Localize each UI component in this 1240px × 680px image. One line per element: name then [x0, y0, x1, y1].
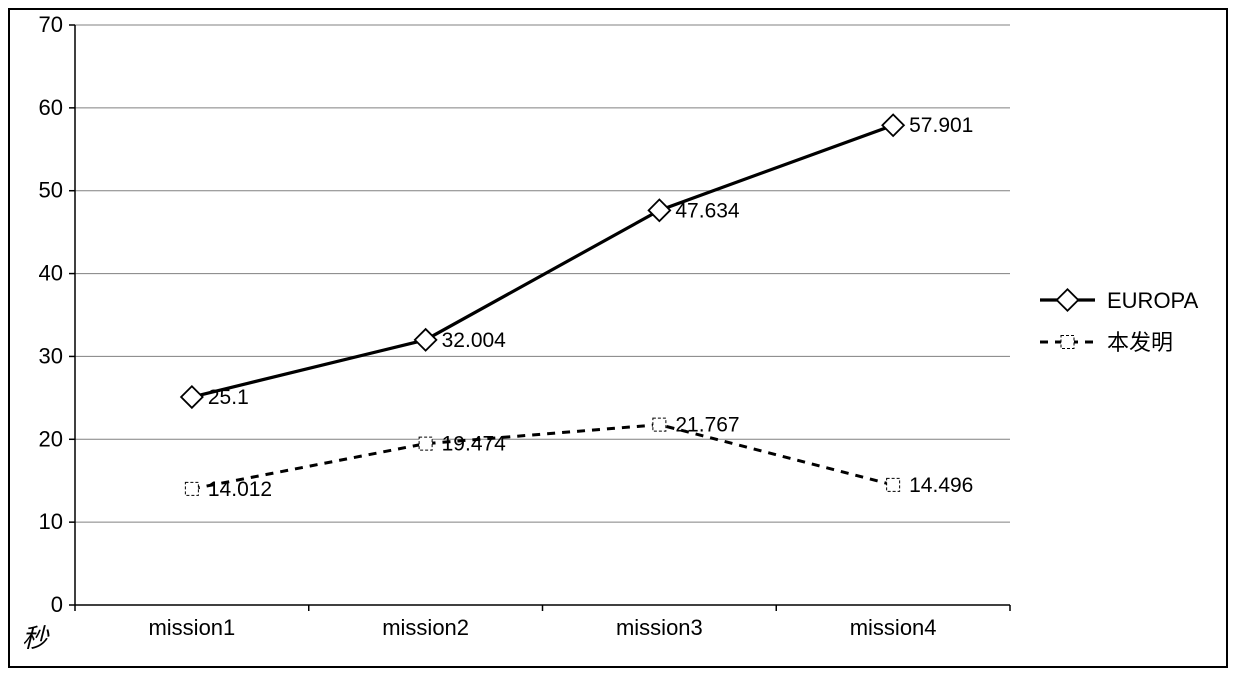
y-tick-label: 50 — [39, 178, 63, 203]
x-category-label: mission2 — [382, 615, 469, 640]
series-marker-europa — [415, 329, 437, 351]
y-tick-label: 70 — [39, 12, 63, 37]
series-marker-europa — [181, 386, 203, 408]
series-marker-europa — [882, 114, 904, 136]
y-axis-unit-label: 秒 — [22, 623, 50, 653]
data-label-europa: 32.004 — [442, 329, 507, 352]
y-tick-label: 30 — [39, 343, 63, 368]
data-label-invention: 19.474 — [442, 433, 507, 456]
legend-label: 本发明 — [1107, 330, 1173, 355]
x-category-label: mission4 — [850, 615, 937, 640]
series-marker-invention — [887, 478, 900, 491]
data-label-europa: 57.901 — [909, 114, 973, 137]
data-label-invention: 14.496 — [909, 474, 973, 497]
data-label-invention: 21.767 — [675, 414, 739, 437]
data-label-europa: 47.634 — [675, 199, 740, 222]
y-tick-label: 60 — [39, 95, 63, 120]
series-marker-invention — [419, 437, 432, 450]
y-tick-label: 20 — [39, 426, 63, 451]
series-marker-invention — [653, 418, 666, 431]
data-label-europa: 25.1 — [208, 386, 249, 409]
y-tick-label: 40 — [39, 261, 63, 286]
series-marker-invention — [185, 482, 198, 495]
series-line-invention — [192, 425, 893, 489]
chart-frame: 0 10 20 30 40 50 60 70 mission1 mission2 mission3 m… — [8, 8, 1228, 668]
y-tick-label: 0 — [51, 592, 63, 617]
line-chart: 0 10 20 30 40 50 60 70 mission1 mission2 mission3 m… — [10, 10, 1226, 666]
x-category-label: mission3 — [616, 615, 703, 640]
legend-label: EUROPA — [1107, 288, 1199, 313]
y-tick-label: 10 — [39, 509, 63, 534]
x-category-label: mission1 — [148, 615, 235, 640]
series-marker-europa — [649, 200, 671, 222]
data-label-invention: 14.012 — [208, 478, 272, 501]
